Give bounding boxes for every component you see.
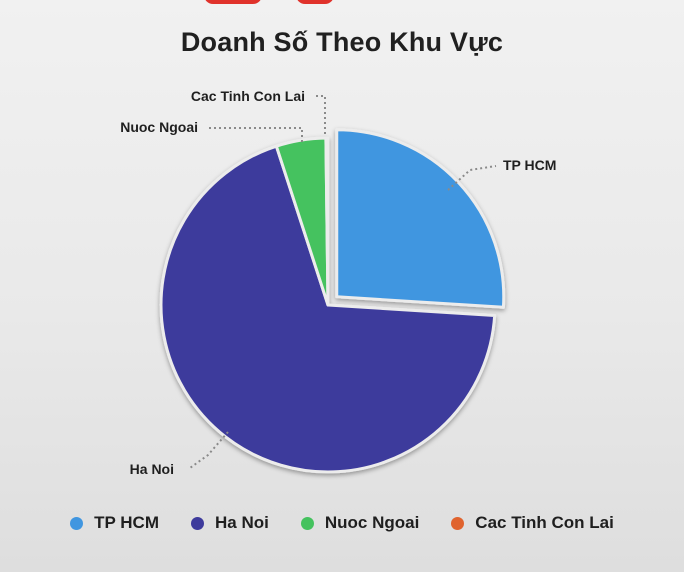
legend-label: Ha Noi	[215, 513, 269, 532]
legend-swatch	[70, 516, 84, 530]
pie-slice-cac-tinh-con-lai	[324, 136, 330, 307]
legend-item-cac-tinh-con-lai: Cac Tinh Con Lai	[451, 513, 614, 533]
slice-label-nuoc-ngoai: Nuoc Ngoai	[120, 119, 198, 135]
leader-line-cac-tinh-con-lai	[314, 95, 326, 134]
chart-title: Doanh Số Theo Khu Vực	[180, 27, 504, 57]
legend-label: TP HCM	[94, 513, 159, 532]
slice-label-tp-hcm: TP HCM	[503, 157, 556, 173]
legend-item-tp-hcm: TP HCM	[70, 513, 159, 533]
legend-swatch	[300, 516, 314, 530]
legend-swatch	[451, 516, 465, 530]
legend-label: Cac Tinh Con Lai	[475, 513, 614, 532]
legend-swatch	[191, 516, 204, 530]
leader-line-nuoc-ngoai	[208, 127, 303, 142]
legend-label: Nuoc Ngoai	[324, 513, 420, 532]
pie-slice-ha-noi	[159, 144, 497, 474]
legend-item-ha-noi: Ha Noi	[191, 513, 269, 533]
leader-line-ha-noi	[189, 431, 229, 469]
legend-item-nuoc-ngoai: Nuoc Ngoai	[300, 513, 420, 533]
pie-slice-tp-hcm	[335, 128, 506, 309]
slice-label-cac-tinh-con-lai: Cac Tinh Con Lai	[191, 88, 305, 104]
chart-legend: TP HCM Ha Noi Nuoc Ngoai Cac Tinh Con Lai	[0, 513, 684, 533]
top-banner-fragment	[204, 0, 334, 8]
slice-label-ha-noi: Ha Noi	[130, 461, 174, 477]
